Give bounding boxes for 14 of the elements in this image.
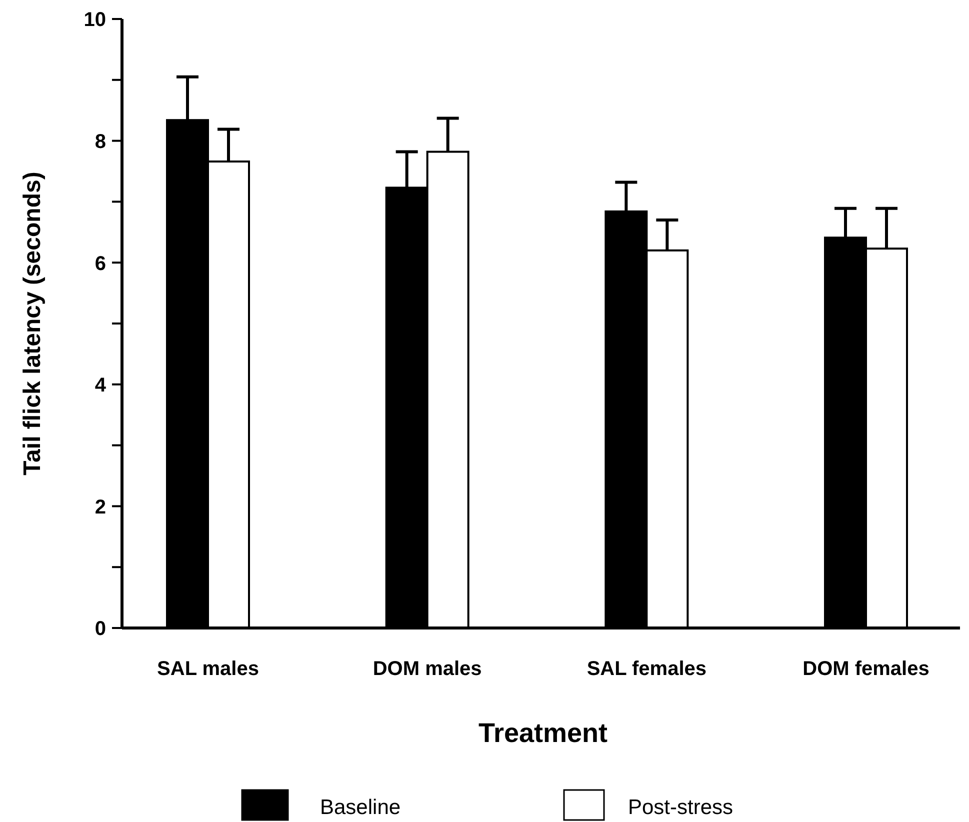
x-tick-label: SAL males: [157, 658, 259, 680]
y-tick-label: 10: [84, 9, 106, 32]
y-tick-label: 8: [94, 131, 106, 153]
y-axis-title: Tail flick latency (seconds): [19, 172, 46, 476]
y-tick-label: 2: [94, 496, 106, 518]
legend-label: Post-stress: [628, 796, 734, 819]
legend-label: Baseline: [320, 796, 401, 819]
x-tick-label: DOM females: [802, 658, 930, 680]
x-tick-label: DOM males: [372, 658, 482, 680]
y-tick-label: 0: [94, 618, 106, 640]
y-tick-label: 6: [94, 252, 106, 275]
x-axis-title: Treatment: [478, 718, 608, 748]
y-tick-label: 4: [94, 374, 107, 397]
x-tick-label: SAL females: [586, 658, 707, 680]
